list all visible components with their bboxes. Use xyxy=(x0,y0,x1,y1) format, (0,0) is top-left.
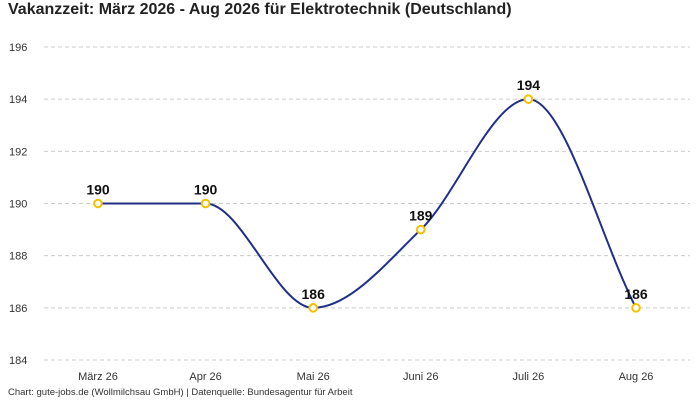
data-point xyxy=(416,224,426,235)
y-tick-label: 192 xyxy=(9,146,27,158)
x-tick-label: Juni 26 xyxy=(403,371,438,383)
y-tick-label: 186 xyxy=(9,303,27,315)
y-tick-label: 190 xyxy=(9,199,27,211)
data-label: 189 xyxy=(409,208,433,224)
y-axis: 184 186 188 190 192 194 196 xyxy=(9,42,27,367)
data-point xyxy=(93,198,103,209)
data-markers xyxy=(93,94,641,313)
x-tick-label: Aug 26 xyxy=(619,371,654,383)
data-label: 186 xyxy=(302,286,326,302)
data-point xyxy=(523,94,534,104)
y-tick-label: 184 xyxy=(9,355,27,367)
data-label: 190 xyxy=(194,182,218,198)
y-tick-label: 194 xyxy=(9,94,27,106)
chart-title: Vakanzzeit: März 2026 - Aug 2026 für Ele… xyxy=(8,1,512,18)
data-label: 194 xyxy=(517,77,541,93)
chart-footer: Chart: gute-jobs.de (Wollmilchsau GmbH) … xyxy=(8,387,353,398)
x-tick-label: Mai 26 xyxy=(297,371,330,383)
x-tick-label: März 26 xyxy=(78,371,118,383)
x-tick-label: Apr 26 xyxy=(189,371,221,383)
y-tick-label: 188 xyxy=(9,251,27,263)
data-point xyxy=(631,303,641,313)
data-label: 190 xyxy=(86,182,110,198)
y-tick-label: 196 xyxy=(9,42,27,54)
data-point xyxy=(200,198,211,209)
data-point xyxy=(308,303,319,313)
data-labels: 190 190 186 189 194 186 xyxy=(86,77,648,302)
x-axis: März 26 Apr 26 Mai 26 Juni 26 Juli 26 Aug 26 xyxy=(78,371,653,383)
data-label: 186 xyxy=(624,286,648,302)
x-tick-label: Juli 26 xyxy=(513,371,545,383)
